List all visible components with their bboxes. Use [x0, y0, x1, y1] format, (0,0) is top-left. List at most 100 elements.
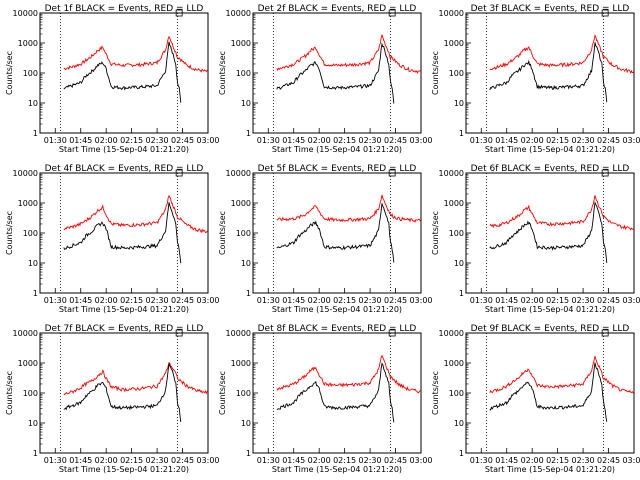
x-tick-label: 02:30	[359, 136, 382, 145]
x-tick-label: 02:45	[597, 296, 620, 305]
plot-frame	[465, 172, 635, 294]
x-tick-label: 02:15	[546, 136, 569, 145]
x-tick-label: 01:45	[69, 296, 92, 305]
y-tick-label: 10	[454, 99, 464, 108]
y-axis-label: Counts/sec	[5, 211, 14, 255]
x-tick-label: 02:00	[308, 456, 331, 465]
x-tick-label: 03:00	[196, 136, 219, 145]
panel-title: Det 4f BLACK = Events, RED = LLD	[45, 164, 204, 174]
y-tick-label: 1	[33, 449, 38, 458]
detector-panel-3: Det 3f BLACK = Events, RED = LLD 1 10 100 10…	[431, 4, 640, 154]
x-tick-label: 03:00	[409, 136, 432, 145]
detector-panel-6: Det 6f BLACK = Events, RED = LLD 1 10 100 10…	[431, 164, 640, 314]
y-tick-label: 10000	[226, 169, 251, 178]
x-tick-label: 02:15	[333, 296, 356, 305]
y-tick-label: 100	[23, 229, 38, 238]
x-tick-label: 02:30	[146, 136, 169, 145]
y-tick-label: 10	[28, 419, 38, 428]
x-axis-label: Start Time (15-Sep-04 01:21:20)	[272, 305, 402, 314]
y-tick-label: 10000	[439, 169, 464, 178]
x-tick-label: 01:45	[495, 296, 518, 305]
plot-frame	[465, 332, 635, 454]
series-lld-line	[63, 362, 209, 396]
x-tick-label: 01:30	[44, 456, 67, 465]
y-tick-label: 1000	[444, 39, 464, 48]
x-tick-label: 02:00	[521, 296, 544, 305]
x-tick-label: 01:30	[257, 136, 280, 145]
y-tick-label: 100	[449, 389, 464, 398]
series-lld-line	[63, 35, 209, 73]
plot-frame	[465, 12, 635, 134]
x-tick-label: 02:45	[171, 456, 194, 465]
y-tick-label: 100	[449, 229, 464, 238]
x-tick-label: 01:30	[44, 296, 67, 305]
y-tick-label: 10	[454, 259, 464, 268]
y-tick-label: 10000	[13, 9, 38, 18]
x-axis-label: Start Time (15-Sep-04 01:21:20)	[485, 465, 615, 474]
detector-panel-2: Det 2f BLACK = Events, RED = LLD 1 10 100 10…	[218, 4, 433, 154]
y-tick-label: 10	[241, 259, 251, 268]
x-tick-label: 03:00	[196, 296, 219, 305]
y-tick-label: 1	[246, 449, 251, 458]
series-events-line	[489, 42, 608, 103]
series-events-line	[489, 362, 608, 422]
x-tick-label: 03:00	[409, 456, 432, 465]
series-events-line	[276, 362, 395, 423]
detector-panel-7: Det 7f BLACK = Events, RED = LLD 1 10 100 10…	[5, 324, 220, 474]
x-tick-label: 01:30	[44, 136, 67, 145]
series-lld-line	[489, 195, 635, 231]
series-events-line	[489, 201, 608, 264]
y-tick-label: 1000	[444, 199, 464, 208]
series-events-line	[63, 41, 182, 103]
x-tick-label: 02:30	[572, 136, 595, 145]
x-tick-label: 01:30	[257, 296, 280, 305]
x-tick-label: 01:30	[470, 296, 493, 305]
panel-title: Det 5f BLACK = Events, RED = LLD	[258, 164, 417, 174]
x-tick-label: 02:00	[95, 456, 118, 465]
x-tick-label: 01:30	[257, 456, 280, 465]
plot-frame	[39, 332, 209, 454]
y-tick-label: 10	[241, 99, 251, 108]
y-tick-label: 100	[449, 69, 464, 78]
plot-frame	[252, 12, 422, 134]
detector-panel-4: Det 4f BLACK = Events, RED = LLD 1 10 100 10…	[5, 164, 220, 314]
x-tick-label: 01:30	[470, 136, 493, 145]
x-tick-label: 02:45	[171, 136, 194, 145]
x-tick-label: 02:00	[308, 136, 331, 145]
x-axis-label: Start Time (15-Sep-04 01:21:20)	[59, 145, 189, 154]
y-tick-label: 100	[236, 389, 251, 398]
detector-panel-1: Det 1f BLACK = Events, RED = LLD 1 10 100 10…	[5, 4, 220, 154]
panel-title: Det 2f BLACK = Events, RED = LLD	[258, 4, 417, 14]
series-lld-line	[489, 355, 635, 395]
y-tick-label: 10000	[439, 9, 464, 18]
series-lld-line	[276, 354, 421, 394]
x-tick-label: 02:30	[572, 456, 595, 465]
panel-title: Det 6f BLACK = Events, RED = LLD	[471, 164, 630, 174]
x-tick-label: 03:00	[622, 136, 640, 145]
x-tick-label: 02:00	[521, 136, 544, 145]
x-tick-label: 02:15	[333, 136, 356, 145]
y-axis-label: Counts/sec	[431, 371, 440, 415]
detector-panel-9: Det 9f BLACK = Events, RED = LLD 1 10 100 10…	[431, 324, 640, 474]
x-axis-label: Start Time (15-Sep-04 01:21:20)	[485, 305, 615, 314]
x-tick-label: 01:45	[69, 456, 92, 465]
x-tick-label: 02:45	[597, 456, 620, 465]
x-tick-label: 02:15	[546, 456, 569, 465]
x-tick-label: 01:45	[282, 456, 305, 465]
y-tick-label: 100	[236, 229, 251, 238]
y-axis-label: Counts/sec	[431, 211, 440, 255]
plot-frame	[252, 332, 422, 454]
series-lld-line	[63, 194, 209, 234]
y-tick-label: 1	[246, 129, 251, 138]
y-tick-label: 1000	[18, 39, 38, 48]
y-tick-label: 1	[459, 289, 464, 298]
x-tick-label: 02:45	[384, 296, 407, 305]
y-axis-label: Counts/sec	[5, 371, 14, 415]
y-tick-label: 1	[459, 449, 464, 458]
x-tick-label: 03:00	[409, 296, 432, 305]
y-tick-label: 1000	[18, 199, 38, 208]
y-tick-label: 10000	[439, 329, 464, 338]
series-events-line	[276, 203, 395, 263]
x-tick-label: 01:30	[470, 456, 493, 465]
x-tick-label: 02:00	[95, 296, 118, 305]
